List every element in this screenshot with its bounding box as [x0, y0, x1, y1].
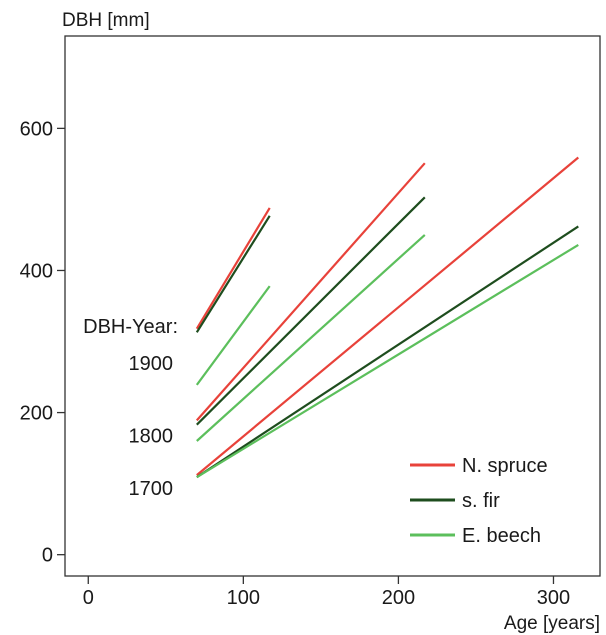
axis-ticks: 0 200 400 600 0 100 200 300 — [20, 118, 571, 609]
x-tick-label: 200 — [382, 587, 415, 609]
series-line-e-beech-1800 — [196, 234, 426, 442]
series-line-e-beech-1700 — [196, 243, 579, 479]
x-tick-label: 100 — [227, 587, 260, 609]
x-tick-label: 300 — [537, 587, 570, 609]
y-tick-label: 400 — [20, 260, 53, 282]
dbh-year-header: DBH-Year: — [83, 316, 178, 338]
dbh-year-1800: 1800 — [129, 425, 174, 447]
legend-label: N. spruce — [462, 455, 548, 477]
y-tick-label: 200 — [20, 403, 53, 425]
series-line-e-beech-1900 — [195, 285, 271, 386]
series-line-s-fir-1800 — [196, 196, 426, 426]
dbh-year-1900: 1900 — [129, 353, 174, 375]
series-line-n-spruce-1800 — [195, 162, 426, 422]
y-tick-label: 600 — [20, 118, 53, 140]
x-axis-title: Age [years] — [504, 613, 600, 634]
y-tick-label: 0 — [42, 545, 53, 567]
series-lines — [195, 156, 580, 479]
plot-frame — [64, 35, 601, 577]
dbh-year-labels: 1900 1800 1700 — [129, 353, 174, 500]
series-line-n-spruce-1700 — [196, 156, 580, 476]
series-line-s-fir-1700 — [196, 225, 579, 479]
x-tick-label: 0 — [83, 587, 94, 609]
series-line-n-spruce-1900 — [195, 207, 271, 330]
dbh-year-1700: 1700 — [129, 478, 174, 500]
legend-label: E. beech — [462, 525, 541, 547]
legend: N. spruce s. fir E. beech — [410, 455, 548, 547]
series-line-s-fir-1900 — [195, 215, 271, 333]
y-axis-title: DBH [mm] — [62, 10, 150, 31]
legend-label: s. fir — [462, 490, 500, 512]
